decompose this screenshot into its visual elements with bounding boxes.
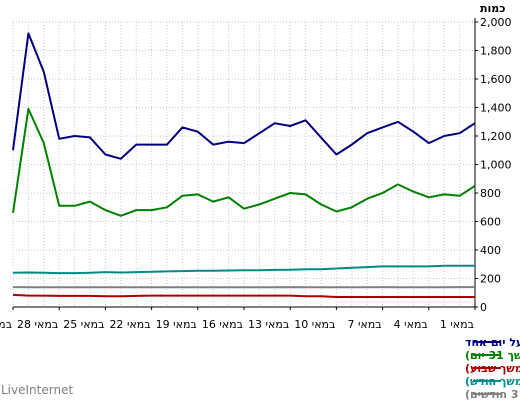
- y-tick-label: 600: [480, 216, 501, 229]
- y-tick-label: 1,600: [480, 73, 512, 86]
- x-tick-label: 28 במאי: [17, 318, 58, 331]
- legend-entry: תדירים (נמצאים כל שבוע במשך 3 חודשים): [465, 388, 520, 401]
- legend-entry: גרעין (נמצאים על שביע במשך חודש): [465, 375, 520, 388]
- legend-entry: מבקרים על יום אחד: [465, 336, 520, 349]
- x-tick-label: 22 במאי: [109, 318, 150, 331]
- y-tick-label: 400: [480, 244, 501, 257]
- y-tick-label: 1,000: [480, 159, 512, 172]
- series-line: [12, 264, 475, 275]
- x-tick-label: 16 במאי: [202, 318, 243, 331]
- x-tick-label: 19 במאי: [156, 318, 197, 331]
- series-line: [12, 293, 475, 298]
- series-line: [12, 107, 476, 217]
- legend-entry: חדשים (או לא היו במשך 31 יום): [465, 349, 520, 362]
- y-tick-label: 0: [480, 301, 487, 314]
- y-tick-label: 1,200: [480, 130, 512, 143]
- x-tick-label: 7 במאי: [347, 318, 381, 331]
- brand-label: LiveInternet: [1, 383, 74, 397]
- y-tick-label: 2,000: [480, 16, 512, 29]
- y-axis-label: כמות: [480, 2, 505, 15]
- y-tick-label: 1,800: [480, 45, 512, 58]
- x-tick-label: 4 במאי: [394, 318, 428, 331]
- series-line: [12, 32, 476, 160]
- x-tick-label: 25 במאי: [63, 318, 104, 331]
- legend-entry: מתמידים (נמצאים כל יום במשך שבוע): [465, 362, 520, 375]
- y-tick-label: 200: [480, 273, 501, 286]
- y-tick-label: 800: [480, 187, 501, 200]
- x-tick-label: 31 במאי: [0, 318, 12, 331]
- y-tick-label: 1,400: [480, 102, 512, 115]
- x-tick-label: 1 במאי: [440, 318, 474, 331]
- x-tick-label: 10 במאי: [294, 318, 335, 331]
- x-tick-label: 13 במאי: [248, 318, 289, 331]
